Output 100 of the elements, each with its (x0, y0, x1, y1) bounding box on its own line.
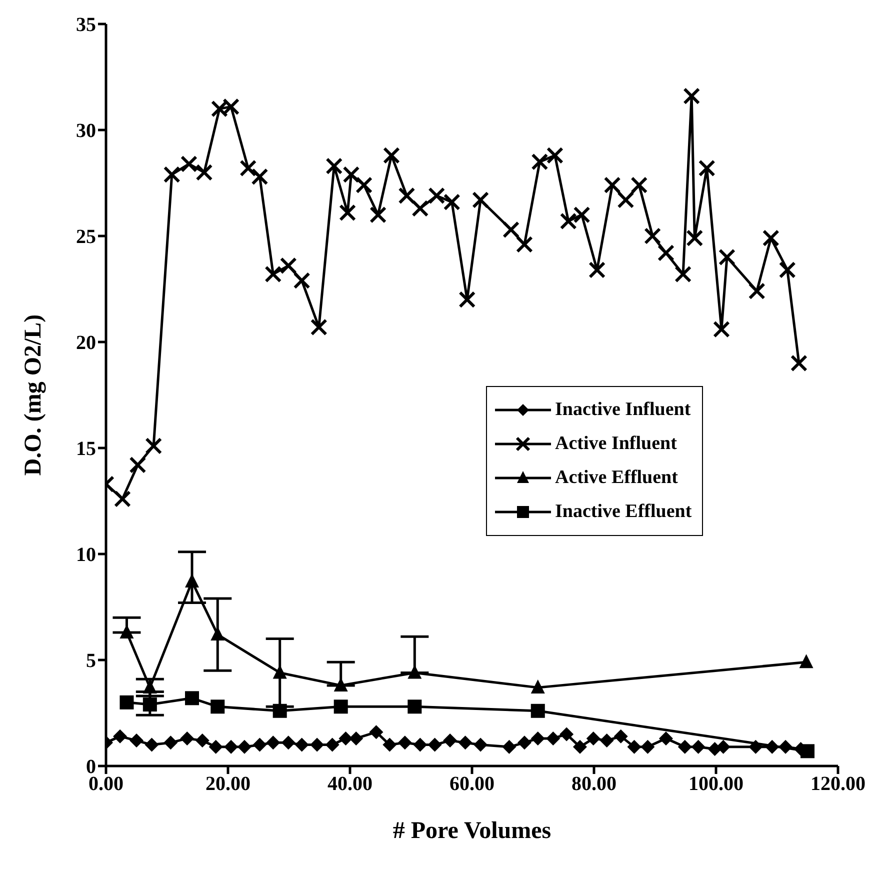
point (560, 727, 574, 742)
y-tick-label: 25 (76, 226, 96, 248)
point (428, 738, 442, 752)
point (310, 738, 324, 752)
point (240, 160, 257, 177)
point (800, 744, 814, 758)
point (799, 654, 814, 668)
point (531, 153, 548, 170)
point (443, 194, 460, 211)
point (349, 731, 364, 746)
x-tick-label: 20.00 (206, 773, 250, 796)
x-tick-label: 40.00 (328, 773, 372, 796)
point (546, 146, 564, 164)
point (474, 738, 488, 752)
point (251, 168, 268, 186)
y-tick-label: 35 (76, 14, 96, 36)
point (412, 200, 429, 217)
point (339, 204, 356, 222)
point (208, 740, 223, 754)
point (614, 729, 628, 744)
point (458, 291, 476, 308)
y-tick-label: 10 (76, 544, 96, 566)
point (472, 191, 490, 208)
point (142, 698, 157, 712)
legend-label: Active Effluent (555, 467, 678, 489)
point (678, 740, 692, 754)
x-axis-title: # Pore Volumes (392, 818, 552, 844)
point (264, 266, 282, 283)
point (658, 731, 673, 746)
point (657, 244, 674, 262)
point (686, 230, 704, 247)
point (617, 191, 634, 208)
point (698, 160, 716, 177)
point (600, 734, 614, 748)
point (748, 282, 766, 300)
x-tick-label: 120.00 (810, 773, 866, 796)
point (210, 700, 225, 714)
point (237, 740, 252, 754)
point (281, 736, 296, 750)
point (293, 272, 310, 290)
point (716, 740, 730, 754)
point (762, 230, 780, 247)
point (683, 88, 700, 105)
point (325, 738, 340, 752)
point (712, 320, 730, 338)
point (778, 261, 796, 278)
y-tick-label: 30 (76, 120, 96, 142)
point (369, 725, 384, 740)
point (272, 664, 287, 679)
legend-label: Active Influent (555, 433, 677, 455)
point (408, 664, 422, 679)
point (398, 736, 412, 750)
point (310, 318, 328, 336)
point (266, 736, 280, 750)
point (674, 266, 692, 283)
point (356, 176, 373, 194)
point (644, 228, 662, 244)
point (516, 236, 533, 253)
y-axis-title: D.O. (mg O2/L) (20, 314, 47, 476)
point (586, 731, 600, 746)
legend-label: Inactive Effluent (555, 501, 692, 523)
y-tick-label: 15 (76, 438, 96, 460)
point (546, 731, 560, 746)
point (718, 248, 736, 266)
point (224, 740, 238, 754)
point (114, 490, 131, 508)
point (790, 354, 808, 372)
point (413, 738, 428, 752)
point (222, 98, 240, 116)
x-tick-label: 0.00 (88, 773, 124, 796)
point (294, 738, 309, 752)
x-tick-label: 80.00 (572, 773, 616, 796)
point (142, 680, 157, 694)
point (588, 261, 606, 278)
point (113, 729, 128, 744)
point (196, 164, 213, 181)
point (272, 704, 287, 718)
point (338, 731, 353, 746)
point (530, 680, 545, 694)
x-tick-label: 100.00 (688, 773, 744, 796)
point (129, 456, 146, 474)
point (382, 146, 400, 164)
point (778, 740, 793, 754)
point (398, 187, 416, 204)
point (748, 740, 763, 754)
point (517, 736, 532, 750)
point (342, 166, 360, 184)
point (640, 740, 655, 754)
point (180, 155, 198, 172)
point (765, 740, 780, 754)
point (627, 740, 642, 754)
y-tick-label: 5 (86, 650, 96, 672)
point (164, 736, 178, 750)
y-tick-label: 20 (76, 332, 96, 354)
point (144, 738, 159, 752)
point (210, 100, 228, 118)
point (502, 740, 516, 754)
point (630, 176, 648, 194)
point (443, 734, 458, 748)
point (280, 257, 297, 274)
